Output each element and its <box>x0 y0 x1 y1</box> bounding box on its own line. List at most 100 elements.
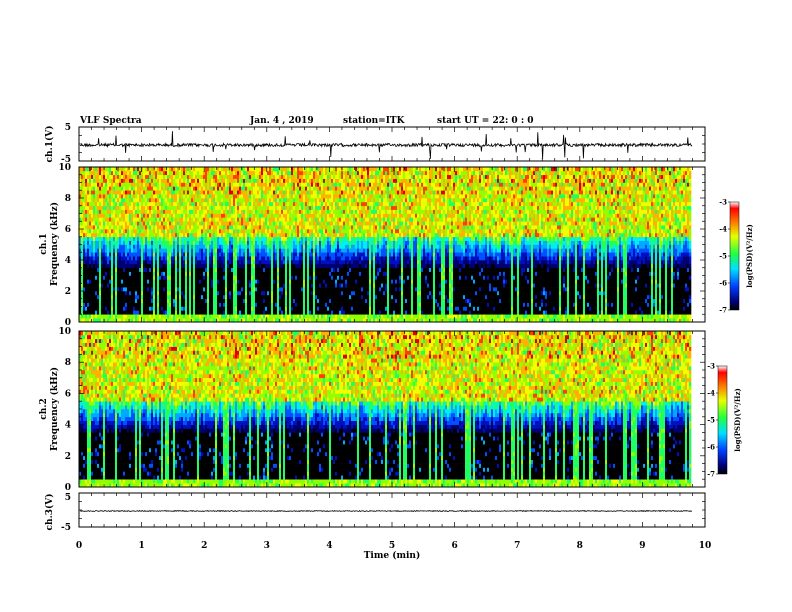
spectrogram-cell <box>145 271 148 276</box>
spectrogram-cell <box>143 244 146 249</box>
spectrogram-cell <box>317 221 320 226</box>
spectrogram-cell <box>201 252 204 257</box>
spectrogram-cell <box>187 302 190 307</box>
spectrogram-cell <box>261 205 264 210</box>
spectrogram-cell <box>133 298 136 303</box>
spectrogram-cell <box>171 190 174 195</box>
spectrogram-cell <box>309 248 312 253</box>
spectrogram-cell <box>219 310 222 315</box>
spectrogram-cell <box>235 302 238 307</box>
spectrogram-cell <box>267 294 270 300</box>
spectrogram-cell <box>283 314 286 319</box>
spectrogram-cell <box>271 291 274 296</box>
spectrogram-cell <box>141 198 144 203</box>
spectrogram-cell <box>299 209 302 214</box>
spectrogram-cell <box>201 205 204 210</box>
spectrogram-cell <box>193 244 196 249</box>
spectrogram-cell <box>223 170 226 176</box>
spectrogram-cell <box>235 244 238 249</box>
spectrogram-cell <box>255 302 258 307</box>
spectrogram-cell <box>93 310 96 315</box>
spectrogram-cell <box>105 182 108 187</box>
spectrogram-cell <box>171 205 174 210</box>
spectrogram-cell <box>319 225 322 230</box>
spectrogram-cell <box>309 232 312 238</box>
spectrogram-cell <box>221 291 224 296</box>
spectrogram-cell <box>285 287 288 292</box>
spectrogram-cell <box>201 287 204 292</box>
spectrogram-cell <box>177 194 180 199</box>
spectrogram-cell <box>303 256 306 261</box>
spectrogram-cell <box>127 275 130 280</box>
spectrogram-cell <box>301 182 304 187</box>
spectrogram-cell <box>225 194 228 199</box>
spectrogram-cell <box>273 236 276 241</box>
spectrogram-cell <box>199 167 202 172</box>
spectrogram-cell <box>117 256 120 261</box>
spectrogram-cell <box>119 190 122 195</box>
spectrogram-cell <box>85 190 88 195</box>
spectrogram-cell <box>303 287 306 292</box>
spectrogram-cell <box>169 275 172 280</box>
spectrogram-cell <box>263 283 266 288</box>
spectrogram-cell <box>185 271 188 276</box>
spectrogram-cell <box>247 271 250 276</box>
spectrogram-cell <box>319 232 322 238</box>
spectrogram-cell <box>297 244 300 249</box>
spectrogram-cell <box>83 240 86 245</box>
spectrogram-cell <box>181 225 184 230</box>
spectrogram-cell <box>305 252 308 257</box>
spectrogram-cell <box>283 294 286 300</box>
spectrogram-cell <box>153 213 156 218</box>
spectrogram-cell <box>257 174 260 179</box>
spectrogram-cell <box>217 287 220 292</box>
spectrogram-cell <box>175 244 178 249</box>
spectrogram-cell <box>223 221 226 226</box>
spectrogram-cell <box>285 267 288 272</box>
spectrogram-cell <box>211 310 214 315</box>
spectrogram-cell <box>285 186 288 191</box>
spectrogram-cell <box>169 217 172 222</box>
spectrogram-cell <box>125 201 128 207</box>
spectrogram-cell <box>217 232 220 238</box>
spectrogram-cell <box>89 232 92 238</box>
spectrogram-cell <box>119 271 122 276</box>
spectrogram-cell <box>265 232 268 238</box>
spectrogram-cell <box>129 229 132 234</box>
spectrogram-cell <box>183 291 186 296</box>
spectrogram-cell <box>255 236 258 241</box>
spectrogram-cell <box>199 244 202 249</box>
spectrogram-cell <box>313 248 316 253</box>
spectrogram-cell <box>267 283 270 288</box>
spectrogram-cell <box>123 174 126 179</box>
spectrogram-cell <box>199 263 202 269</box>
spectrogram-cell <box>301 221 304 226</box>
spectrogram-cell <box>129 310 132 315</box>
spectrogram-cell <box>219 279 222 284</box>
spectrogram-cell <box>229 256 232 261</box>
spectrogram-cell <box>193 198 196 203</box>
spectrogram-cell <box>123 232 126 238</box>
spectrogram-cell <box>203 240 206 245</box>
spectrogram-cell <box>311 217 314 222</box>
spectrogram-cell <box>185 201 188 207</box>
spectrogram-cell <box>229 302 232 307</box>
spectrogram-cell <box>137 263 140 269</box>
spectrogram-cell <box>83 306 86 311</box>
spectrogram-cell <box>223 275 226 280</box>
spectrogram-cell <box>221 302 224 307</box>
spectrogram-cell <box>277 178 280 183</box>
spectrogram-cell <box>93 225 96 230</box>
spectrogram-cell <box>271 256 274 261</box>
spectrogram-cell <box>257 306 260 311</box>
spectrogram-cell <box>147 182 150 187</box>
spectrogram-cell <box>97 271 100 276</box>
spectrogram-cell <box>243 178 246 183</box>
spectrogram-cell <box>227 194 230 199</box>
spectrogram-cell <box>233 221 236 226</box>
spectrogram-cell <box>209 306 212 311</box>
spectrogram-cell <box>151 260 154 265</box>
spectrogram-cell <box>321 256 324 261</box>
spectrogram-cell <box>293 248 296 253</box>
spectrogram-cell <box>105 209 108 214</box>
